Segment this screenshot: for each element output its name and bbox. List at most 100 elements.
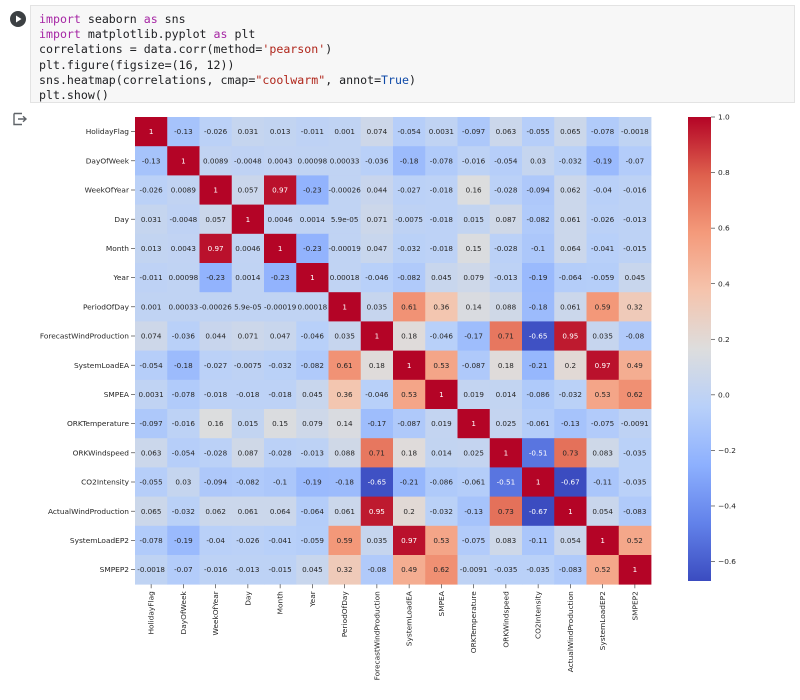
heatmap-cell	[135, 409, 168, 439]
cell-annotation: -0.018	[236, 390, 260, 399]
cell-annotation: 0.061	[560, 302, 581, 311]
heatmap-cell	[489, 292, 523, 322]
cell-annotation: -0.082	[236, 478, 259, 487]
cell-annotation: -0.013	[494, 273, 517, 282]
heatmap-cell	[199, 467, 233, 497]
heatmap-cell	[554, 204, 587, 235]
heatmap-cell	[618, 146, 652, 176]
x-tick-label: SystemLoadEA	[405, 591, 414, 646]
heatmap-cell	[167, 321, 200, 351]
y-tick-label: DayOfWeek	[86, 156, 130, 165]
cell-annotation: -0.082	[398, 273, 421, 282]
cell-annotation: 1	[439, 390, 444, 399]
heatmap-cell	[231, 175, 265, 205]
cell-annotation: -0.028	[204, 448, 228, 457]
heatmap-cell	[328, 525, 362, 556]
heatmap-cell	[586, 117, 620, 147]
heatmap-cell	[393, 555, 426, 585]
heatmap-cell	[296, 379, 329, 410]
heatmap-cell	[135, 467, 168, 497]
y-tick-label: ActualWindProduction	[48, 507, 129, 516]
code-token: as	[213, 27, 228, 42]
x-tick-label: SMPEA	[437, 591, 446, 616]
heatmap-cell	[231, 409, 265, 439]
heatmap-cell	[425, 204, 458, 235]
colorbar-tick-label: −0.2	[718, 446, 736, 455]
y-tick-label: PeriodOfDay	[83, 302, 130, 311]
heatmap-cell	[425, 525, 458, 556]
heatmap-cell	[425, 409, 458, 439]
cell-annotation: 0.00018	[298, 302, 328, 311]
x-tick-label: HolidayFlag	[147, 591, 156, 635]
cell-annotation: -0.032	[559, 156, 582, 165]
cell-annotation: -0.016	[204, 565, 228, 574]
heatmap-cell	[328, 321, 362, 351]
cell-annotation: -0.046	[365, 273, 389, 282]
code-token: import	[39, 27, 81, 42]
heatmap-cell	[618, 379, 652, 410]
cell-annotation: -0.00019	[264, 302, 297, 311]
heatmap-cell	[425, 175, 458, 205]
cell-annotation: 0.057	[238, 186, 259, 195]
cell-annotation: -0.015	[623, 244, 646, 253]
heatmap-cell	[231, 263, 265, 293]
run-cell-button[interactable]	[10, 11, 26, 27]
heatmap-cell	[586, 292, 620, 322]
cell-annotation: 0.045	[431, 273, 452, 282]
colorbar-tick-label: 0.6	[718, 224, 730, 233]
cell-annotation: -0.036	[365, 156, 389, 165]
x-tick-label: ORKWindspeed	[501, 591, 510, 648]
cell-annotation: -0.65	[529, 332, 548, 341]
cell-annotation: 0.53	[433, 536, 449, 545]
heatmap-cell	[522, 263, 555, 293]
cell-annotation: 0.62	[627, 390, 643, 399]
heatmap-cell	[360, 525, 394, 556]
x-tick-label: Day	[243, 591, 252, 606]
cell-annotation: 1	[471, 419, 476, 428]
heatmap-cell	[554, 350, 587, 381]
code-token: plt.show()	[39, 88, 109, 103]
heatmap-cell	[554, 409, 587, 439]
cell-annotation: -0.07	[174, 565, 193, 574]
heatmap-cell	[264, 263, 297, 293]
cell-annotation: -0.055	[527, 127, 550, 136]
heatmap-cell	[328, 555, 362, 585]
cell-annotation: 0.071	[367, 215, 388, 224]
heatmap-cell	[586, 204, 620, 235]
cell-annotation: -0.097	[462, 127, 485, 136]
heatmap-cell	[231, 350, 265, 381]
cell-annotation: 0.59	[595, 302, 611, 311]
cell-annotation: -0.19	[593, 156, 612, 165]
code-line: import matplotlib.pyplot as plt	[39, 27, 255, 41]
cell-annotation: 0.035	[592, 332, 613, 341]
cell-annotation: -0.08	[368, 565, 387, 574]
cell-annotation: -0.18	[174, 361, 193, 370]
heatmap-cell	[522, 204, 555, 235]
cell-annotation: -0.086	[430, 478, 454, 487]
cell-annotation: -0.028	[494, 186, 518, 195]
cell-annotation: 0.18	[498, 361, 514, 370]
cell-annotation: 0.71	[369, 448, 385, 457]
heatmap-cell	[296, 146, 329, 176]
heatmap-cell	[296, 175, 329, 205]
cell-annotation: 0.0031	[429, 127, 454, 136]
cell-annotation: 0.047	[270, 332, 291, 341]
heatmap-cell	[457, 350, 491, 381]
code-text: import seaborn as sns import matplotlib.…	[39, 12, 416, 103]
cell-annotation: -0.087	[398, 419, 421, 428]
cell-annotation: -0.19	[303, 478, 322, 487]
cell-annotation: -0.0075	[395, 215, 423, 224]
heatmap-cell	[618, 117, 652, 147]
heatmap-cell	[457, 438, 491, 468]
cell-annotation: 0.53	[433, 361, 449, 370]
heatmap-cell	[360, 292, 394, 322]
heatmap-cell	[328, 350, 362, 381]
code-editor[interactable]: import seaborn as sns import matplotlib.…	[30, 5, 795, 103]
colorbar-tick-label: 0.8	[718, 168, 730, 177]
heatmap-cell	[522, 496, 555, 527]
code-token: True	[381, 72, 409, 87]
cell-annotation: -0.0018	[137, 565, 165, 574]
code-token: )	[325, 42, 333, 57]
heatmap-cell	[231, 496, 265, 527]
cell-annotation: 0.079	[302, 419, 323, 428]
